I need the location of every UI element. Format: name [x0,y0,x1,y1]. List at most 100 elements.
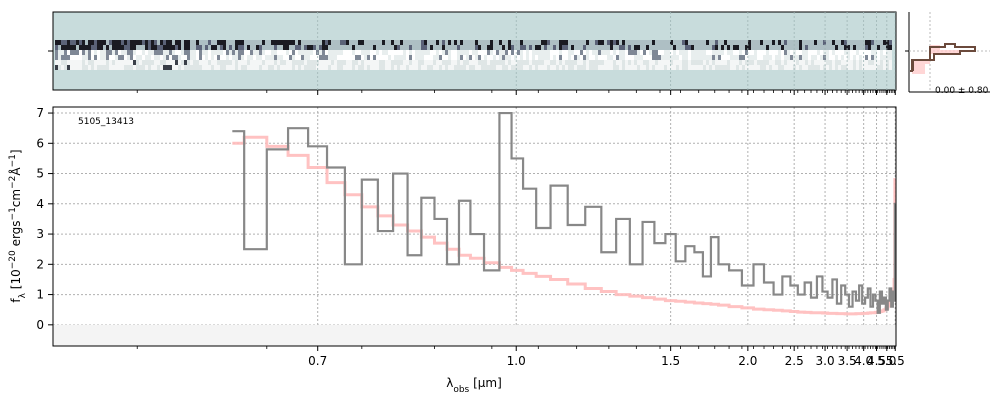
twod-pixel [613,40,616,45]
series-data-line [232,111,896,314]
twod-pixel [334,45,337,50]
twod-pixel [418,45,421,50]
twod-pixel [79,60,82,65]
twod-pixel [877,50,880,55]
twod-pixel [484,60,487,65]
twod-pixel [295,65,298,70]
twod-pixel [268,40,271,45]
twod-pixel [655,45,658,50]
twod-pixel [592,40,595,45]
twod-pixel [796,60,799,65]
plot-background [53,107,896,346]
twod-pixel [403,40,406,45]
twod-pixel [808,45,811,50]
twod-pixel [130,45,133,50]
twod-pixel [67,65,70,70]
twod-pixel [430,45,433,50]
twod-pixel [817,50,820,55]
twod-pixel [826,50,829,55]
twod-pixel [208,45,211,50]
twod-pixel [610,60,613,65]
twod-pixel [586,40,589,45]
twod-pixel [91,40,94,45]
twod-pixel [649,50,652,55]
twod-pixel [718,60,721,65]
twod-pixel [601,40,604,45]
twod-pixel [790,40,793,45]
twod-pixel [232,50,235,55]
twod-pixel [463,40,466,45]
twod-pixel [673,60,676,65]
twod-pixel [340,60,343,65]
twod-pixel [58,50,61,55]
twod-pixel [688,65,691,70]
twod-pixel [685,60,688,65]
twod-pixel [343,55,346,60]
twod-pixel [709,50,712,55]
twod-pixel [595,50,598,55]
twod-pixel [679,45,682,50]
twod-pixel [448,60,451,65]
twod-pixel [466,60,469,65]
twod-pixel [403,60,406,65]
twod-pixel [310,65,313,70]
twod-pixel [748,50,751,55]
twod-pixel [55,50,58,55]
twod-pixel [307,50,310,55]
twod-pixel [271,40,274,45]
twod-pixel [262,55,265,60]
twod-pixel [247,55,250,60]
twod-pixel [169,65,172,70]
twod-pixel [142,50,145,55]
twod-pixel [805,50,808,55]
twod-pixel [751,60,754,65]
twod-pixel [295,55,298,60]
twod-pixel [82,40,85,45]
twod-pixel [535,55,538,60]
twod-pixel [274,45,277,50]
twod-pixel [529,60,532,65]
twod-pixel [424,55,427,60]
twod-pixel [523,60,526,65]
twod-pixel [868,40,871,45]
twod-pixel [409,45,412,50]
twod-pixel [667,50,670,55]
twod-pixel [580,40,583,45]
twod-pixel [763,45,766,50]
twod-pixel [598,65,601,70]
twod-pixel [355,40,358,45]
twod-pixel [418,60,421,65]
twod-pixel [691,55,694,60]
twod-pixel [655,60,658,65]
twod-pixel [430,50,433,55]
twod-pixel [784,60,787,65]
twod-pixel [736,65,739,70]
twod-pixel [76,45,79,50]
twod-pixel [478,60,481,65]
twod-pixel [94,50,97,55]
twod-pixel [763,65,766,70]
twod-pixel [319,40,322,45]
twod-pixel [697,40,700,45]
twod-pixel [481,60,484,65]
twod-pixel [463,45,466,50]
twod-pixel [421,45,424,50]
twod-pixel [439,65,442,70]
twod-pixel [652,55,655,60]
twod-pixel [631,60,634,65]
twod-pixel [214,55,217,60]
twod-pixel [550,60,553,65]
twod-pixel [859,40,862,45]
twod-pixel [835,60,838,65]
twod-pixel [877,65,880,70]
twod-pixel [505,55,508,60]
twod-pixel [70,40,73,45]
twod-pixel [847,65,850,70]
twod-pixel [754,50,757,55]
twod-pixel [244,55,247,60]
twod-pixel [85,40,88,45]
twod-pixel [637,65,640,70]
twod-pixel [385,40,388,45]
twod-pixel [661,50,664,55]
